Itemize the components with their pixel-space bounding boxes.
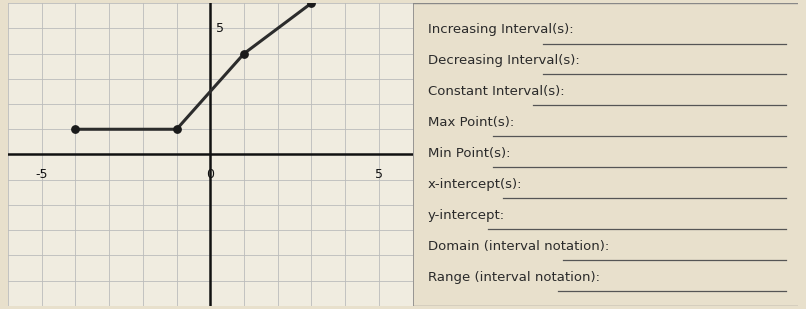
Text: 0: 0 — [206, 168, 214, 181]
Text: Decreasing Interval(s):: Decreasing Interval(s): — [428, 54, 580, 67]
Text: Domain (interval notation):: Domain (interval notation): — [428, 239, 609, 253]
Text: Increasing Interval(s):: Increasing Interval(s): — [428, 23, 574, 36]
Text: 5: 5 — [217, 22, 224, 35]
Text: -5: -5 — [35, 168, 48, 181]
Text: Constant Interval(s):: Constant Interval(s): — [428, 85, 565, 98]
Text: y-intercept:: y-intercept: — [428, 209, 505, 222]
Point — [170, 127, 183, 132]
Text: Range (interval notation):: Range (interval notation): — [428, 271, 600, 284]
Point — [238, 51, 251, 56]
Point — [305, 1, 318, 6]
Text: Min Point(s):: Min Point(s): — [428, 147, 510, 160]
Text: x-intercept(s):: x-intercept(s): — [428, 178, 522, 191]
Text: 5: 5 — [375, 168, 383, 181]
Text: Max Point(s):: Max Point(s): — [428, 116, 514, 129]
Point — [69, 127, 82, 132]
